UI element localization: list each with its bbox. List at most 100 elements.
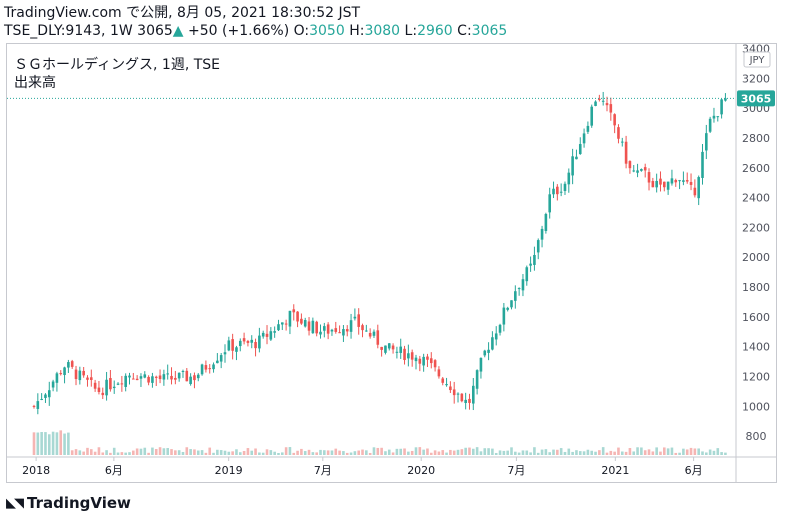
- candle-body: [109, 378, 112, 390]
- candle-body: [384, 345, 387, 353]
- candle-body: [70, 361, 74, 367]
- candle-body: [628, 161, 632, 169]
- last-price-marker: [737, 90, 775, 107]
- candle-body: [323, 326, 326, 331]
- price-change: +50 (+1.66%): [188, 23, 290, 39]
- candle-body: [617, 127, 620, 139]
- candle-body: [284, 323, 288, 325]
- time-tick-label: 7月: [507, 464, 525, 477]
- candle-body: [315, 321, 318, 334]
- candle-body: [246, 341, 250, 343]
- candle-body: [63, 367, 66, 376]
- volume-bar: [170, 449, 173, 455]
- volume-bar: [86, 447, 89, 455]
- candle-body: [666, 181, 670, 190]
- candle-body: [200, 364, 204, 375]
- open-label: O:: [293, 23, 310, 39]
- volume-bar: [544, 449, 548, 455]
- volume-bar: [441, 450, 445, 455]
- candle-body: [403, 348, 406, 361]
- candle-body: [116, 383, 120, 385]
- price-tick-label: 1000: [742, 400, 770, 413]
- volume-bar: [112, 447, 116, 455]
- volume-bar: [643, 450, 647, 455]
- volume-bar: [624, 451, 628, 455]
- candle-body: [204, 365, 208, 370]
- candle-body: [196, 374, 200, 379]
- candle-body: [86, 377, 89, 380]
- candle-body: [139, 376, 143, 379]
- volume-bar: [212, 452, 215, 455]
- volume-bar: [307, 449, 311, 455]
- candle-body: [311, 320, 315, 334]
- time-axis[interactable]: 2018 6月 2019 7月 2020 7月 2021 6月: [22, 457, 703, 477]
- chart-frame: [6, 43, 777, 483]
- volume-bar: [181, 451, 185, 455]
- volume-bar: [361, 449, 364, 455]
- volume-bar: [376, 447, 380, 455]
- volume-bar: [40, 432, 43, 455]
- volume-bar: [613, 451, 616, 455]
- price-axis[interactable]: 800 1000 1200 1400 1600 1800 2000 2200 2400 2600 2…: [742, 42, 770, 443]
- candle-body: [330, 329, 334, 332]
- candle-body: [120, 383, 124, 385]
- currency-label: JPY: [749, 55, 766, 66]
- candle-body: [265, 333, 269, 337]
- candle-body: [97, 387, 101, 393]
- candle-body: [472, 385, 475, 404]
- candle-body: [342, 329, 345, 336]
- volume-bar: [395, 448, 399, 455]
- candle-body: [433, 360, 437, 368]
- candle-body: [300, 318, 303, 324]
- candle-body: [307, 321, 311, 331]
- candle-body: [67, 362, 70, 368]
- candle-body: [563, 183, 567, 191]
- candle-body: [494, 333, 498, 340]
- volume-bar: [338, 450, 341, 455]
- volume-bar: [63, 433, 66, 455]
- volume-bar: [636, 447, 639, 455]
- candle-body: [536, 240, 540, 253]
- publish-info: TradingView.com で公開, 8月 05, 2021 18:30:5…: [4, 5, 361, 21]
- tradingview-logo[interactable]: ◣◥ TradingView: [6, 494, 131, 512]
- time-tick-label: 7月: [314, 464, 332, 477]
- candle-body: [345, 329, 349, 332]
- volume-bar: [151, 447, 154, 455]
- candle-body: [387, 343, 391, 349]
- candle-body: [181, 370, 185, 372]
- candle-body: [643, 167, 647, 171]
- candle-body: [567, 172, 571, 185]
- candle-body: [452, 389, 456, 396]
- volume-bar: [502, 450, 506, 455]
- volume-bar: [319, 449, 322, 455]
- brand-name: TradingView: [27, 494, 131, 512]
- volume-bar: [590, 450, 594, 455]
- candle-body: [288, 310, 292, 327]
- candle-body: [242, 338, 246, 342]
- candle-body: [582, 133, 586, 144]
- volume-bar: [303, 451, 307, 455]
- volume-bar: [193, 449, 196, 455]
- volume-bar: [456, 449, 460, 455]
- volume-bar: [586, 449, 590, 455]
- volume-bar: [55, 432, 59, 455]
- candle-body: [682, 180, 685, 182]
- volume-bar: [357, 450, 360, 455]
- candle-body: [575, 156, 578, 160]
- high-label: H:: [349, 23, 365, 39]
- volume-bar: [196, 450, 200, 455]
- candle-body: [548, 194, 551, 213]
- candle-body: [227, 340, 231, 351]
- candle-body: [640, 169, 643, 171]
- volume-bar: [452, 450, 456, 455]
- volume-bar: [82, 451, 85, 455]
- volume-bar: [265, 449, 269, 455]
- candle-body: [674, 180, 678, 183]
- candle-body: [620, 141, 624, 143]
- volume-bar: [498, 450, 502, 455]
- volume-bar: [120, 452, 124, 455]
- volume-bar: [380, 447, 383, 455]
- volume-bars: [32, 430, 727, 455]
- candle-body: [521, 279, 525, 291]
